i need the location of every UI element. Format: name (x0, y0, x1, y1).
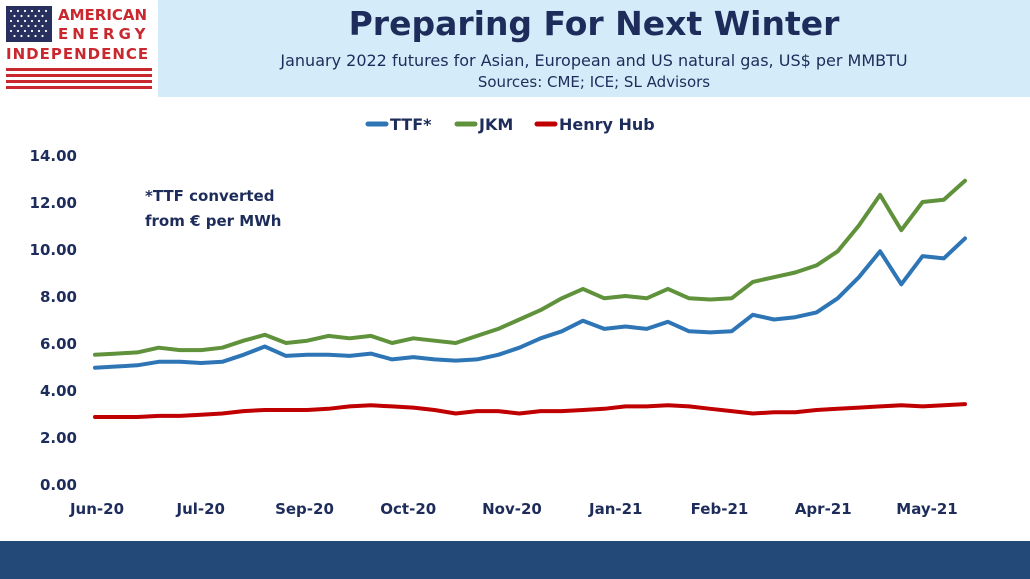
flag-stars (9, 9, 48, 38)
page-title: Preparing For Next Winter (348, 4, 840, 43)
logo-text-independence: INDEPENDENCE (6, 45, 150, 63)
y-tick-label: 4.00 (40, 382, 77, 400)
x-tick-label: Jul-20 (175, 500, 225, 518)
us-flag-icon (6, 6, 52, 42)
header-banner (158, 0, 1030, 97)
logo-text-american: AMERICAN (58, 6, 148, 24)
logo-stripes (6, 68, 152, 92)
chart-series-lines (93, 178, 967, 419)
footer-bar (0, 541, 1030, 579)
y-tick-label: 10.00 (30, 241, 77, 259)
y-tick-label: 0.00 (40, 476, 77, 494)
x-tick-label: Oct-20 (380, 500, 436, 518)
american-energy-independence-logo: AMERICAN ENERGY INDEPENDENCE (6, 6, 154, 92)
y-tick-label: 6.00 (40, 335, 77, 353)
y-axis: 0.00 2.00 4.00 6.00 8.00 10.00 12.00 14.00 (30, 147, 77, 494)
y-tick-label: 8.00 (40, 288, 77, 306)
annotation-line: from € per MWh (145, 212, 281, 230)
x-axis: Jun-20 Jul-20 Sep-20 Oct-20 Nov-20 Jan-21 Feb-… (69, 500, 958, 518)
chart-annotation: *TTF converted from € per MWh (145, 187, 281, 230)
annotation-line: *TTF converted (145, 187, 274, 205)
x-tick-label: Sep-20 (275, 500, 334, 518)
series-line-henry-hub (93, 402, 967, 419)
legend-label: TTF* (390, 115, 432, 134)
chart-legend: TTF* JKM Henry Hub (365, 115, 655, 134)
x-tick-label: Jun-20 (69, 500, 124, 518)
x-tick-label: May-21 (896, 500, 957, 518)
legend-label: JKM (478, 115, 513, 134)
gas-futures-line-chart: TTF* JKM Henry Hub *TTF converted from € pe… (30, 115, 967, 518)
legend-label: Henry Hub (559, 115, 655, 134)
x-tick-label: Apr-21 (795, 500, 852, 518)
x-tick-label: Feb-21 (691, 500, 749, 518)
page-subtitle: January 2022 futures for Asian, European… (280, 51, 908, 70)
y-tick-label: 14.00 (30, 147, 77, 165)
y-tick-label: 2.00 (40, 429, 77, 447)
x-tick-label: Nov-20 (482, 500, 542, 518)
series-line-ttf (93, 236, 967, 370)
logo-text-energy: ENERGY (58, 25, 150, 43)
series-line-jkm (93, 178, 967, 357)
x-tick-label: Jan-21 (588, 500, 642, 518)
y-tick-label: 12.00 (30, 194, 77, 212)
sources-note: Sources: CME; ICE; SL Advisors (477, 73, 711, 91)
